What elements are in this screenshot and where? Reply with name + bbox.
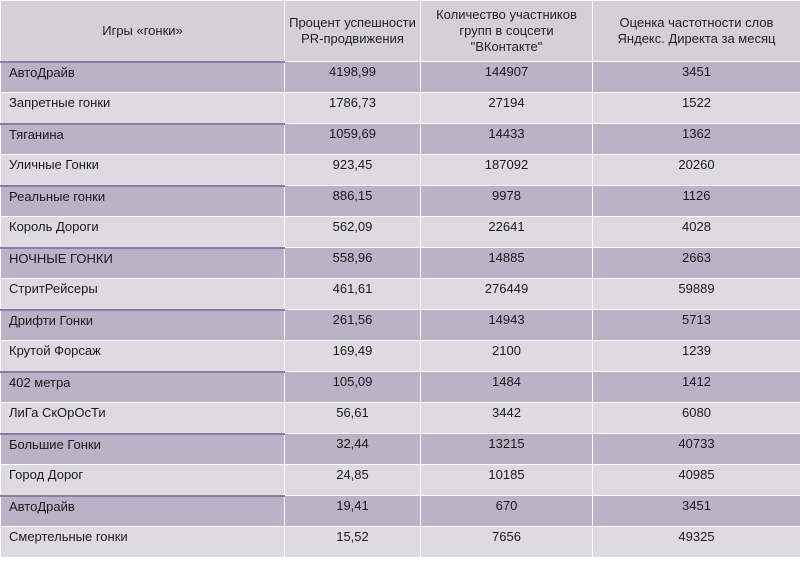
table-row: Смертельные гонки 15,52 7656 49325: [0, 526, 800, 558]
header-pr-success: Процент успешности PR-продвижения: [284, 0, 421, 62]
cell-game-name: АвтоДрайв: [0, 60, 285, 93]
table-row: ЛиГа СкОрОсТи 56,61 3442 6080: [0, 402, 800, 434]
cell-vk-members: 3442: [420, 402, 593, 434]
cell-vk-members: 187092: [420, 154, 593, 186]
cell-vk-members: 1484: [420, 371, 593, 403]
cell-yandex-frequency: 1412: [592, 371, 800, 403]
table-row: АвтоДрайв 19,41 670 3451: [0, 494, 800, 527]
table-header: Игры «гонки» Процент успешности PR-продв…: [0, 0, 800, 62]
table-row: Большие Гонки 32,44 13215 40733: [0, 432, 800, 465]
table-body: АвтоДрайв 4198,99 144907 3451 Запретные …: [0, 60, 800, 558]
table-row: СтритРейсеры 461,61 276449 59889: [0, 278, 800, 310]
table-row: Король Дороги 562,09 22641 4028: [0, 216, 800, 248]
cell-game-name: Дрифти Гонки: [0, 308, 285, 341]
cell-pr-success: 15,52: [284, 526, 421, 558]
cell-yandex-frequency: 3451: [592, 495, 800, 527]
cell-vk-members: 14885: [420, 247, 593, 279]
table-row: Дрифти Гонки 261,56 14943 5713: [0, 308, 800, 341]
cell-pr-success: 562,09: [284, 216, 421, 248]
cell-vk-members: 10185: [420, 464, 593, 496]
header-game-name: Игры «гонки»: [0, 0, 285, 62]
cell-pr-success: 1059,69: [284, 123, 421, 155]
cell-vk-members: 14433: [420, 123, 593, 155]
cell-game-name: Король Дороги: [0, 216, 285, 248]
cell-yandex-frequency: 4028: [592, 216, 800, 248]
cell-pr-success: 886,15: [284, 185, 421, 217]
cell-vk-members: 2100: [420, 340, 593, 372]
table-row: НОЧНЫЕ ГОНКИ 558,96 14885 2663: [0, 246, 800, 279]
cell-game-name: СтритРейсеры: [0, 278, 285, 310]
header-yandex-frequency: Оценка частотности слов Яндекс. Директа …: [592, 0, 800, 62]
cell-yandex-frequency: 5713: [592, 309, 800, 341]
cell-game-name: Тяганина: [0, 122, 285, 155]
cell-pr-success: 4198,99: [284, 61, 421, 93]
cell-yandex-frequency: 6080: [592, 402, 800, 434]
table-row: АвтоДрайв 4198,99 144907 3451: [0, 60, 800, 93]
cell-game-name: Реальные гонки: [0, 184, 285, 217]
cell-vk-members: 14943: [420, 309, 593, 341]
table-row: Запретные гонки 1786,73 27194 1522: [0, 92, 800, 124]
cell-vk-members: 27194: [420, 92, 593, 124]
cell-yandex-frequency: 1126: [592, 185, 800, 217]
table-row: 402 метра 105,09 1484 1412: [0, 370, 800, 403]
cell-vk-members: 144907: [420, 61, 593, 93]
cell-vk-members: 7656: [420, 526, 593, 558]
cell-pr-success: 56,61: [284, 402, 421, 434]
cell-yandex-frequency: 59889: [592, 278, 800, 310]
table-row: Крутой Форсаж 169,49 2100 1239: [0, 340, 800, 372]
cell-yandex-frequency: 1362: [592, 123, 800, 155]
cell-pr-success: 461,61: [284, 278, 421, 310]
cell-vk-members: 22641: [420, 216, 593, 248]
cell-yandex-frequency: 20260: [592, 154, 800, 186]
cell-game-name: Большие Гонки: [0, 432, 285, 465]
table-row: Уличные Гонки 923,45 187092 20260: [0, 154, 800, 186]
cell-game-name: АвтоДрайв: [0, 494, 285, 527]
cell-pr-success: 923,45: [284, 154, 421, 186]
cell-yandex-frequency: 1522: [592, 92, 800, 124]
cell-pr-success: 32,44: [284, 433, 421, 465]
cell-pr-success: 19,41: [284, 495, 421, 527]
cell-pr-success: 105,09: [284, 371, 421, 403]
table-row: Город Дорог 24,85 10185 40985: [0, 464, 800, 496]
cell-vk-members: 13215: [420, 433, 593, 465]
cell-game-name: Запретные гонки: [0, 92, 285, 124]
cell-game-name: НОЧНЫЕ ГОНКИ: [0, 246, 285, 279]
cell-yandex-frequency: 2663: [592, 247, 800, 279]
cell-vk-members: 276449: [420, 278, 593, 310]
cell-pr-success: 169,49: [284, 340, 421, 372]
cell-pr-success: 1786,73: [284, 92, 421, 124]
cell-game-name: ЛиГа СкОрОсТи: [0, 402, 285, 434]
cell-pr-success: 261,56: [284, 309, 421, 341]
cell-vk-members: 9978: [420, 185, 593, 217]
table-row: Реальные гонки 886,15 9978 1126: [0, 184, 800, 217]
cell-yandex-frequency: 40733: [592, 433, 800, 465]
cell-game-name: Крутой Форсаж: [0, 340, 285, 372]
cell-game-name: Уличные Гонки: [0, 154, 285, 186]
cell-pr-success: 24,85: [284, 464, 421, 496]
cell-yandex-frequency: 1239: [592, 340, 800, 372]
cell-yandex-frequency: 40985: [592, 464, 800, 496]
cell-game-name: Смертельные гонки: [0, 526, 285, 558]
cell-vk-members: 670: [420, 495, 593, 527]
header-vk-members: Количество участников групп в соцсети "В…: [420, 0, 593, 62]
cell-game-name: 402 метра: [0, 370, 285, 403]
header-row: Игры «гонки» Процент успешности PR-продв…: [0, 0, 800, 62]
cell-pr-success: 558,96: [284, 247, 421, 279]
cell-game-name: Город Дорог: [0, 464, 285, 496]
table-row: Тяганина 1059,69 14433 1362: [0, 122, 800, 155]
cell-yandex-frequency: 49325: [592, 526, 800, 558]
cell-yandex-frequency: 3451: [592, 61, 800, 93]
